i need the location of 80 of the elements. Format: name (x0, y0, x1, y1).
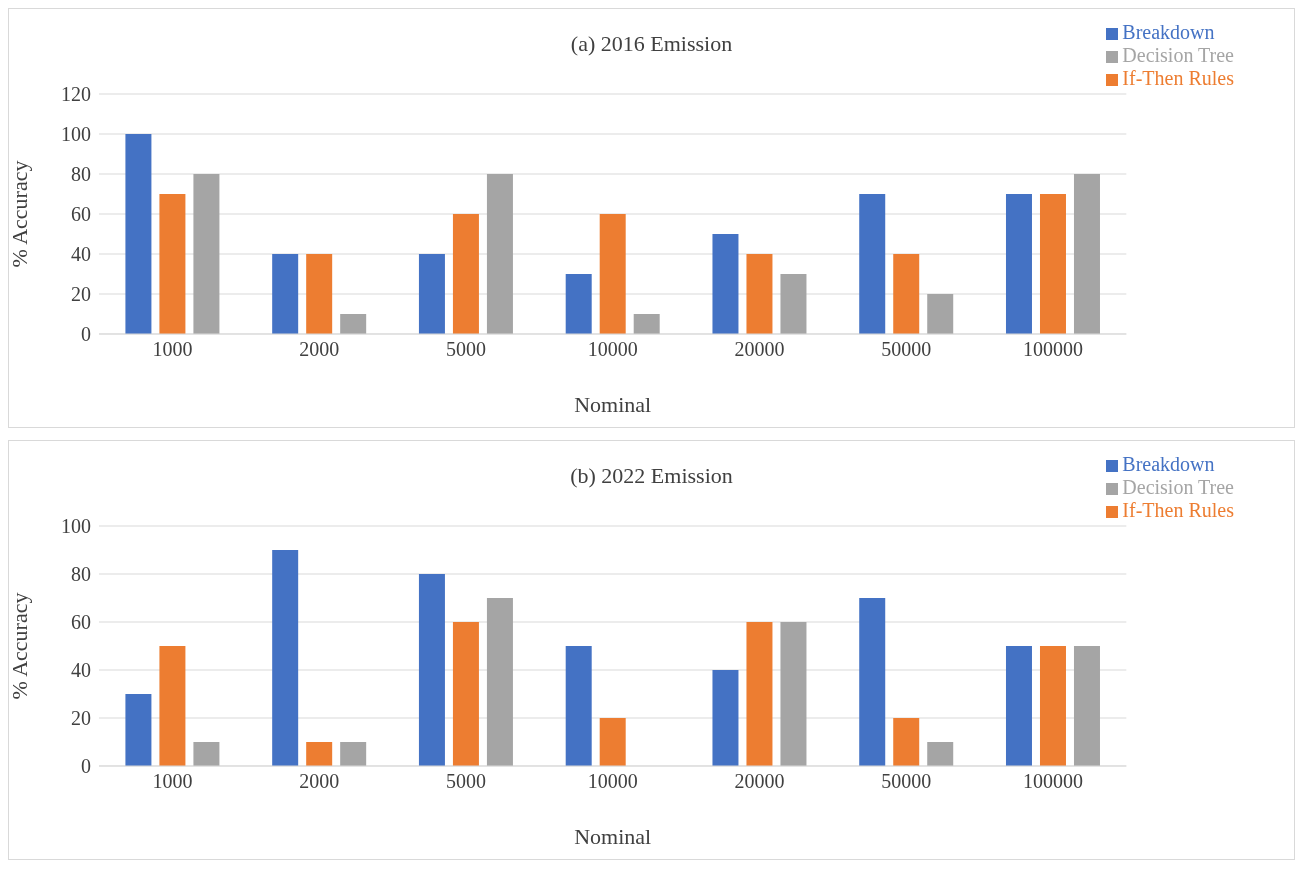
bar (859, 194, 886, 334)
bar (193, 174, 220, 334)
x-tick-label: 20000 (734, 338, 785, 361)
bar (452, 214, 479, 334)
x-tick-label: 5000 (445, 338, 486, 361)
chart-title: (b) 2022 Emission (570, 463, 733, 488)
x-axis-title: Nominal (574, 824, 652, 849)
bar (193, 742, 220, 766)
bar (340, 742, 367, 766)
bar (1005, 646, 1032, 766)
y-tick-label: 100 (61, 515, 91, 538)
bar (780, 274, 807, 334)
bar (780, 622, 807, 766)
bar (1005, 194, 1032, 334)
x-tick-label: 100000 (1022, 770, 1083, 793)
x-tick-label: 50000 (881, 338, 932, 361)
y-tick-label: 0 (81, 323, 91, 346)
x-tick-label: 5000 (445, 770, 486, 793)
bar (486, 174, 513, 334)
bar (125, 134, 152, 334)
bar (633, 314, 660, 334)
y-tick-label: 20 (71, 283, 91, 306)
legend-label: Breakdown (1122, 21, 1215, 43)
y-tick-label: 0 (81, 755, 91, 778)
chart-title: (a) 2016 Emission (570, 31, 733, 56)
bar (1073, 174, 1100, 334)
x-tick-label: 2000 (299, 770, 340, 793)
x-tick-label: 10000 (587, 770, 638, 793)
x-tick-label: 1000 (152, 338, 193, 361)
bar (418, 254, 445, 334)
y-tick-label: 100 (61, 123, 91, 146)
bar (1073, 646, 1100, 766)
y-axis-title: % Accuracy (6, 160, 32, 268)
y-tick-label: 60 (71, 611, 91, 634)
legend-label: If-Then Rules (1122, 499, 1234, 521)
bar (712, 234, 739, 334)
y-tick-label: 40 (71, 243, 91, 266)
bar (746, 254, 773, 334)
legend-label: Decision Tree (1122, 44, 1234, 66)
bar (306, 742, 333, 766)
y-tick-label: 60 (71, 203, 91, 226)
x-axis-title: Nominal (574, 392, 652, 417)
x-tick-label: 50000 (881, 770, 932, 793)
x-tick-label: 2000 (299, 338, 340, 361)
y-tick-label: 40 (71, 659, 91, 682)
x-tick-label: 10000 (587, 338, 638, 361)
bar (159, 194, 186, 334)
bar (893, 254, 920, 334)
bar (565, 274, 592, 334)
y-tick-label: 80 (71, 163, 91, 186)
y-tick-label: 80 (71, 563, 91, 586)
bar (272, 254, 299, 334)
bar (859, 598, 886, 766)
bar (599, 718, 626, 766)
legend-label: If-Then Rules (1122, 67, 1234, 89)
x-tick-label: 20000 (734, 770, 785, 793)
bar (418, 574, 445, 766)
bar (746, 622, 773, 766)
bar (1039, 194, 1066, 334)
bar (159, 646, 186, 766)
bar (340, 314, 367, 334)
bar (712, 670, 739, 766)
y-tick-label: 20 (71, 707, 91, 730)
bar (452, 622, 479, 766)
y-tick-label: 120 (61, 83, 91, 106)
legend-label: Breakdown (1122, 453, 1215, 475)
bar (565, 646, 592, 766)
bar (125, 694, 152, 766)
y-axis-title: % Accuracy (6, 592, 32, 700)
legend-label: Decision Tree (1122, 476, 1234, 498)
bar (272, 550, 299, 766)
bar (927, 742, 954, 766)
bar (486, 598, 513, 766)
bar (893, 718, 920, 766)
bar (927, 294, 954, 334)
x-tick-label: 100000 (1022, 338, 1083, 361)
bar (1039, 646, 1066, 766)
bar (599, 214, 626, 334)
bar (306, 254, 333, 334)
x-tick-label: 1000 (152, 770, 193, 793)
